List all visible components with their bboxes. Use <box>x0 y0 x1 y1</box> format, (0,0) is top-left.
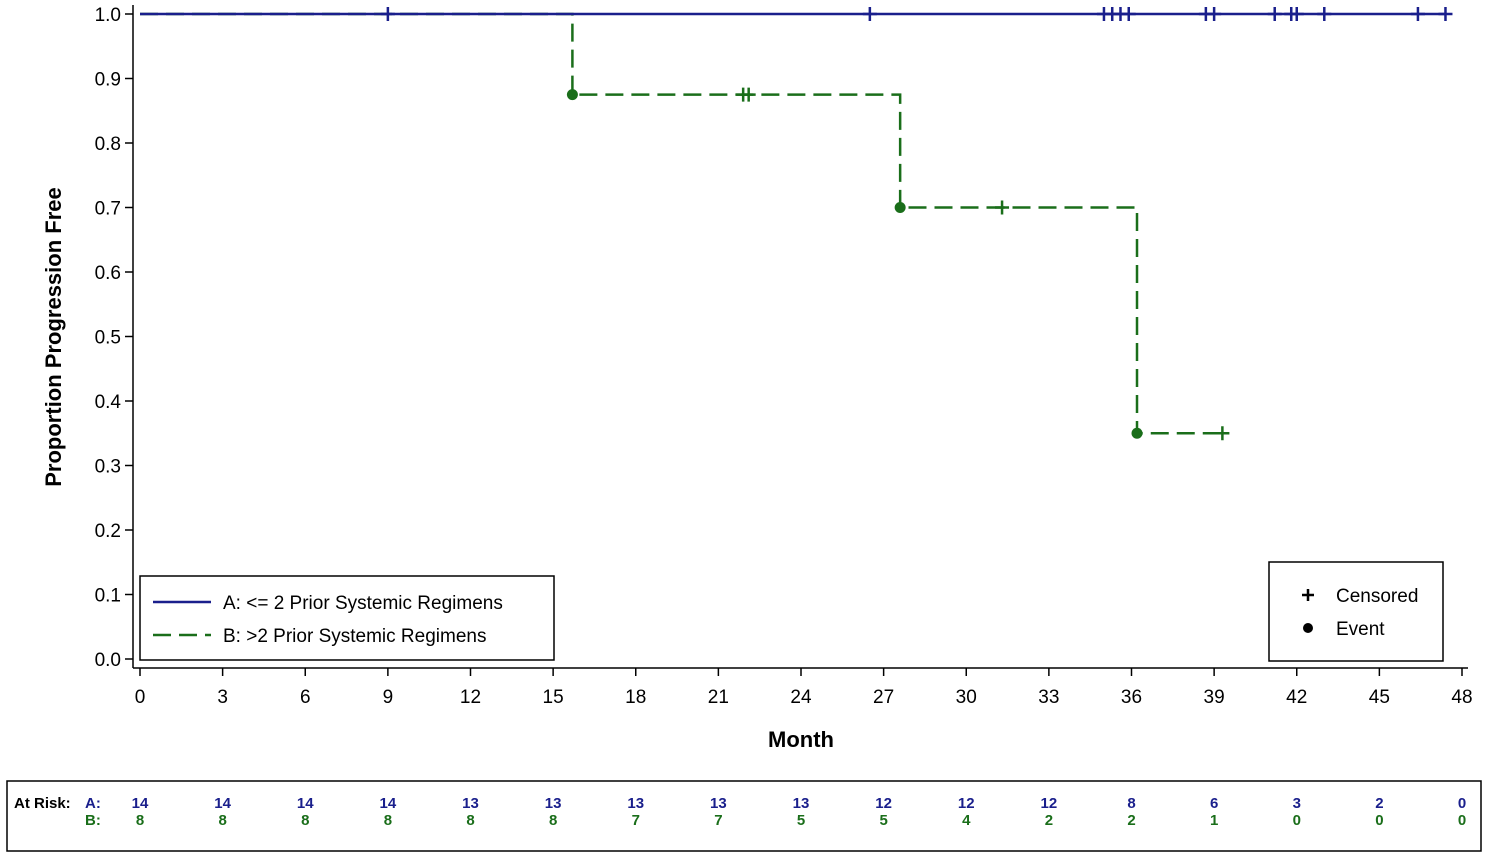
at-risk-value: 6 <box>1210 795 1218 812</box>
at-risk-table: At Risk: A: B: 14 14 14 14 13 13 13 13 13 12 12 12 8… <box>6 780 1482 852</box>
at-risk-value: 2 <box>1127 812 1135 829</box>
y-tick-label: 0.5 <box>95 328 121 349</box>
censored-mark-a <box>1121 7 1136 21</box>
legend-label-censored: Censored <box>1336 586 1418 607</box>
x-tick-label: 6 <box>300 687 311 708</box>
at-risk-value: 14 <box>380 795 397 812</box>
at-risk-value: 8 <box>549 812 557 829</box>
event-marker-b <box>894 202 906 213</box>
at-risk-value: 12 <box>1041 795 1058 812</box>
at-risk-value: 7 <box>632 812 640 829</box>
censored-mark-a <box>1207 7 1222 21</box>
y-tick-label: 0.9 <box>95 70 121 91</box>
censored-mark-a <box>1289 7 1304 21</box>
at-risk-value: 12 <box>958 795 975 812</box>
series-legend-box <box>139 575 555 661</box>
at-risk-value: 2 <box>1045 812 1053 829</box>
at-risk-key-a: A: <box>85 795 101 812</box>
at-risk-value: 3 <box>1293 795 1301 812</box>
censored-mark-b <box>995 200 1010 215</box>
legend-label-event: Event <box>1336 619 1385 640</box>
y-tick-label: 0.6 <box>95 263 121 284</box>
at-risk-value: 1 <box>1210 812 1218 829</box>
x-tick-label: 21 <box>708 687 729 708</box>
y-tick-label: 0.0 <box>95 650 121 671</box>
event-marker-b <box>566 89 578 101</box>
at-risk-value: 0 <box>1375 812 1383 829</box>
at-risk-value: 13 <box>793 795 810 812</box>
legend: A: <= 2 Prior Systemic Regimens B: >2 Pr… <box>139 561 1444 662</box>
censored-mark-a <box>1410 7 1425 21</box>
at-risk-value: 12 <box>875 795 892 812</box>
x-tick-label: 36 <box>1121 687 1142 708</box>
at-risk-value: 7 <box>714 812 722 829</box>
at-risk-value: 13 <box>462 795 479 812</box>
censored-mark-a <box>1438 7 1453 21</box>
at-risk-key-b: B: <box>85 812 101 829</box>
censored-mark-a <box>1267 7 1282 21</box>
x-tick-label: 3 <box>217 687 228 708</box>
at-risk-value: 5 <box>879 812 887 829</box>
censored-mark-a <box>862 7 877 21</box>
at-risk-value: 0 <box>1293 812 1301 829</box>
y-tick-label: 0.7 <box>95 199 121 220</box>
censored-mark-b <box>1215 426 1230 441</box>
at-risk-value: 13 <box>627 795 644 812</box>
x-tick-label: 42 <box>1286 687 1307 708</box>
censored-mark-a <box>1317 7 1332 21</box>
at-risk-value: 8 <box>136 812 144 829</box>
x-tick-label: 48 <box>1451 687 1472 708</box>
at-risk-value: 8 <box>301 812 309 829</box>
at-risk-value: 5 <box>797 812 805 829</box>
x-tick-label: 15 <box>543 687 564 708</box>
at-risk-value: 2 <box>1375 795 1383 812</box>
at-risk-value: 8 <box>218 812 226 829</box>
legend-label-a: A: <= 2 Prior Systemic Regimens <box>223 593 503 614</box>
x-tick-label: 12 <box>460 687 481 708</box>
event-marker-b <box>1131 427 1143 439</box>
y-tick-label: 1.0 <box>95 5 121 26</box>
at-risk-value: 14 <box>132 795 149 812</box>
at-risk-box <box>6 780 1482 852</box>
at-risk-value: 0 <box>1458 795 1466 812</box>
x-tick-label: 18 <box>625 687 646 708</box>
at-risk-value: 14 <box>297 795 314 812</box>
at-risk-label: At Risk: <box>14 795 71 812</box>
at-risk-value: 13 <box>545 795 562 812</box>
at-risk-value: 13 <box>710 795 727 812</box>
censored-mark-b <box>741 87 756 102</box>
plot-area: 0.00.10.20.30.40.50.60.70.80.91.00 3 6 9 12 1… <box>41 5 1473 752</box>
x-axis-title: Month <box>768 727 834 752</box>
x-tick-label: 30 <box>956 687 977 708</box>
legend-label-b: B: >2 Prior Systemic Regimens <box>223 626 486 647</box>
x-tick-label: 45 <box>1369 687 1390 708</box>
y-tick-label: 0.4 <box>95 392 122 413</box>
censored-symbol-icon <box>1302 589 1314 601</box>
at-risk-value: 8 <box>466 812 474 829</box>
y-tick-label: 0.8 <box>95 134 121 155</box>
at-risk-value: 8 <box>384 812 392 829</box>
censored-mark-a <box>380 7 395 21</box>
event-symbol-icon <box>1303 623 1313 633</box>
x-tick-label: 0 <box>135 687 146 708</box>
y-tick-label: 0.1 <box>95 586 121 607</box>
x-tick-label: 39 <box>1204 687 1225 708</box>
y-tick-label: 0.2 <box>95 521 121 542</box>
series-layer <box>140 7 1453 441</box>
y-tick-label: 0.3 <box>95 457 121 478</box>
x-tick-label: 33 <box>1038 687 1059 708</box>
x-tick-label: 24 <box>790 687 812 708</box>
at-risk-value: 4 <box>962 812 971 829</box>
symbol-legend-box <box>1268 561 1444 662</box>
y-axis-title: Proportion Progression Free <box>41 187 66 487</box>
at-risk-value: 14 <box>214 795 231 812</box>
at-risk-value: 8 <box>1127 795 1135 812</box>
at-risk-value: 0 <box>1458 812 1466 829</box>
x-tick-label: 9 <box>383 687 394 708</box>
series-line-b <box>140 12 1223 435</box>
x-tick-label: 27 <box>873 687 894 708</box>
